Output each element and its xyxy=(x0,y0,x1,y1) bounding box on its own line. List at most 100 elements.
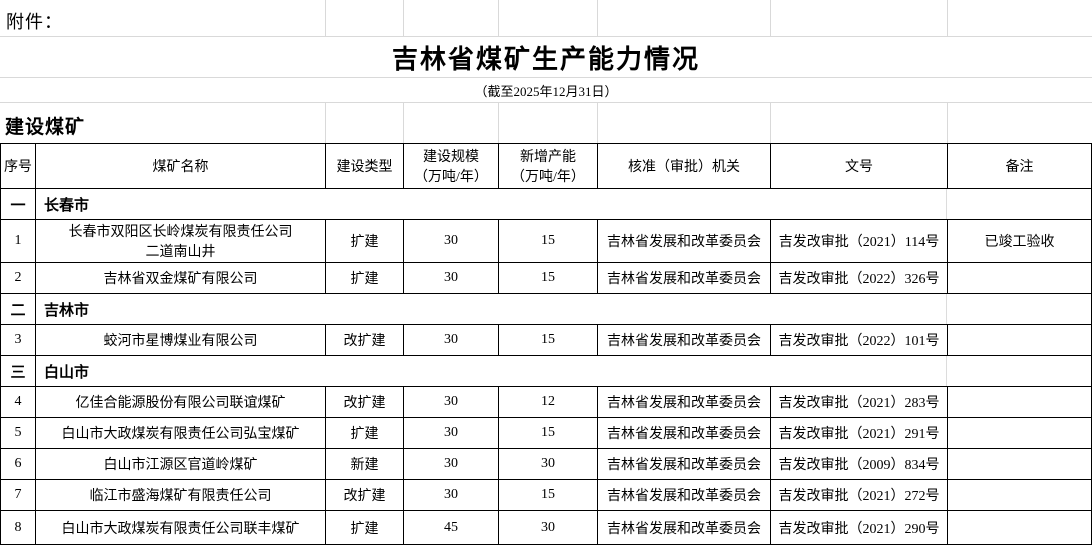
row-seq: 3 xyxy=(0,324,36,356)
table-row: 4 亿佳合能源股份有限公司联谊煤矿 改扩建 30 12 吉林省发展和改革委员会 吉发改审批（… xyxy=(0,386,1092,418)
row-seq: 2 xyxy=(0,262,36,294)
subtitle-row: （截至2025年12月31日） xyxy=(0,78,1092,103)
section-index: 二 xyxy=(0,293,36,325)
column-header: 新增产能 （万吨/年） xyxy=(498,143,598,189)
mine-name: 长春市双阳区长岭煤炭有限责任公司 二道南山井 xyxy=(35,219,326,263)
build-scale: 30 xyxy=(403,219,499,263)
approval-authority: 吉林省发展和改革委员会 xyxy=(597,324,771,356)
table-body: 一长春市 1 长春市双阳区长岭煤炭有限责任公司 二道南山井 扩建 30 15 吉林省发展和改… xyxy=(0,188,1092,545)
remark xyxy=(947,479,1092,511)
build-scale: 30 xyxy=(403,386,499,418)
mine-name: 白山市大政煤炭有限责任公司联丰煤矿 xyxy=(35,510,326,545)
section-index: 一 xyxy=(0,188,36,220)
grid-line xyxy=(498,103,499,143)
doc-number: 吉发改审批（2021）291号 xyxy=(770,417,948,449)
table-row: 6 白山市江源区官道岭煤矿 新建 30 30 吉林省发展和改革委员会 吉发改审批（2009）… xyxy=(0,448,1092,480)
doc-number: 吉发改审批（2021）272号 xyxy=(770,479,948,511)
attachment-row: 附件： xyxy=(0,0,1092,37)
attachment-label: 附件： xyxy=(6,12,63,32)
column-header: 备注 xyxy=(947,143,1092,189)
mine-name: 吉林省双金煤矿有限公司 xyxy=(35,262,326,294)
remark: 已竣工验收 xyxy=(947,219,1092,263)
table-row: 3 蛟河市星博煤业有限公司 改扩建 30 15 吉林省发展和改革委员会 吉发改审批（2022… xyxy=(0,324,1092,356)
doc-number: 吉发改审批（2009）834号 xyxy=(770,448,948,480)
grid-line xyxy=(946,356,947,386)
column-header: 建设规模 （万吨/年） xyxy=(403,143,499,189)
added-capacity: 15 xyxy=(498,219,598,263)
table-row: 5 白山市大政煤炭有限责任公司弘宝煤矿 扩建 30 15 吉林省发展和改革委员会 吉发改审批… xyxy=(0,417,1092,449)
mine-name: 蛟河市星博煤业有限公司 xyxy=(35,324,326,356)
grid-line xyxy=(403,103,404,143)
grid-line xyxy=(325,0,326,36)
build-scale: 30 xyxy=(403,479,499,511)
build-type: 改扩建 xyxy=(325,479,404,511)
mine-name: 白山市江源区官道岭煤矿 xyxy=(35,448,326,480)
section-row: 一长春市 xyxy=(0,188,1092,220)
column-header: 序号 xyxy=(0,143,36,189)
remark xyxy=(947,417,1092,449)
section-row: 三白山市 xyxy=(0,355,1092,387)
remark xyxy=(947,510,1092,545)
capacity-table: 序号 煤矿名称 建设类型 建设规模 （万吨/年） 新增产能 （万吨/年） 核准（审批）机关… xyxy=(0,143,1092,545)
doc-number: 吉发改审批（2021）283号 xyxy=(770,386,948,418)
table-row: 1 长春市双阳区长岭煤炭有限责任公司 二道南山井 扩建 30 15 吉林省发展和改革委员会… xyxy=(0,219,1092,263)
page-title: 吉林省煤矿生产能力情况 xyxy=(391,44,700,74)
approval-authority: 吉林省发展和改革委员会 xyxy=(597,417,771,449)
approval-authority: 吉林省发展和改革委员会 xyxy=(597,386,771,418)
section-index: 三 xyxy=(0,355,36,387)
remark xyxy=(947,448,1092,480)
row-seq: 1 xyxy=(0,219,36,263)
table-row: 2 吉林省双金煤矿有限公司 扩建 30 15 吉林省发展和改革委员会 吉发改审批（2022）… xyxy=(0,262,1092,294)
build-type: 扩建 xyxy=(325,262,404,294)
column-header: 煤矿名称 xyxy=(35,143,326,189)
group-label-row: 建设煤矿 xyxy=(0,103,1092,143)
approval-authority: 吉林省发展和改革委员会 xyxy=(597,448,771,480)
build-scale: 30 xyxy=(403,262,499,294)
mine-name: 临江市盛海煤矿有限责任公司 xyxy=(35,479,326,511)
doc-number: 吉发改审批（2021）290号 xyxy=(770,510,948,545)
added-capacity: 15 xyxy=(498,417,598,449)
column-header: 文号 xyxy=(770,143,948,189)
row-seq: 6 xyxy=(0,448,36,480)
build-scale: 45 xyxy=(403,510,499,545)
added-capacity: 30 xyxy=(498,510,598,545)
added-capacity: 12 xyxy=(498,386,598,418)
doc-number: 吉发改审批（2021）114号 xyxy=(770,219,948,263)
grid-line xyxy=(597,0,598,36)
mine-name: 白山市大政煤炭有限责任公司弘宝煤矿 xyxy=(35,417,326,449)
group-label: 建设煤矿 xyxy=(5,117,86,138)
approval-authority: 吉林省发展和改革委员会 xyxy=(597,262,771,294)
mine-name: 亿佳合能源股份有限公司联谊煤矿 xyxy=(35,386,326,418)
grid-line xyxy=(946,294,947,324)
build-type: 扩建 xyxy=(325,417,404,449)
added-capacity: 30 xyxy=(498,448,598,480)
table-row: 8 白山市大政煤炭有限责任公司联丰煤矿 扩建 45 30 吉林省发展和改革委员会 吉发改审批… xyxy=(0,510,1092,545)
grid-line xyxy=(770,103,771,143)
section-row: 二吉林市 xyxy=(0,293,1092,325)
added-capacity: 15 xyxy=(498,479,598,511)
grid-line xyxy=(325,103,326,143)
build-type: 扩建 xyxy=(325,219,404,263)
grid-line xyxy=(946,189,947,219)
build-type: 新建 xyxy=(325,448,404,480)
section-city-name: 白山市 xyxy=(35,355,1092,387)
section-city-name: 长春市 xyxy=(35,188,1092,220)
approval-authority: 吉林省发展和改革委员会 xyxy=(597,510,771,545)
table-row: 7 临江市盛海煤矿有限责任公司 改扩建 30 15 吉林省发展和改革委员会 吉发改审批（20… xyxy=(0,479,1092,511)
grid-line xyxy=(770,0,771,36)
added-capacity: 15 xyxy=(498,262,598,294)
build-scale: 30 xyxy=(403,448,499,480)
grid-line xyxy=(597,103,598,143)
grid-line xyxy=(947,103,948,143)
doc-number: 吉发改审批（2022）101号 xyxy=(770,324,948,356)
page-subtitle: （截至2025年12月31日） xyxy=(474,83,618,99)
column-header: 核准（审批）机关 xyxy=(597,143,771,189)
remark xyxy=(947,324,1092,356)
remark xyxy=(947,262,1092,294)
section-city-name: 吉林市 xyxy=(35,293,1092,325)
remark xyxy=(947,386,1092,418)
build-type: 改扩建 xyxy=(325,386,404,418)
doc-number: 吉发改审批（2022）326号 xyxy=(770,262,948,294)
row-seq: 5 xyxy=(0,417,36,449)
